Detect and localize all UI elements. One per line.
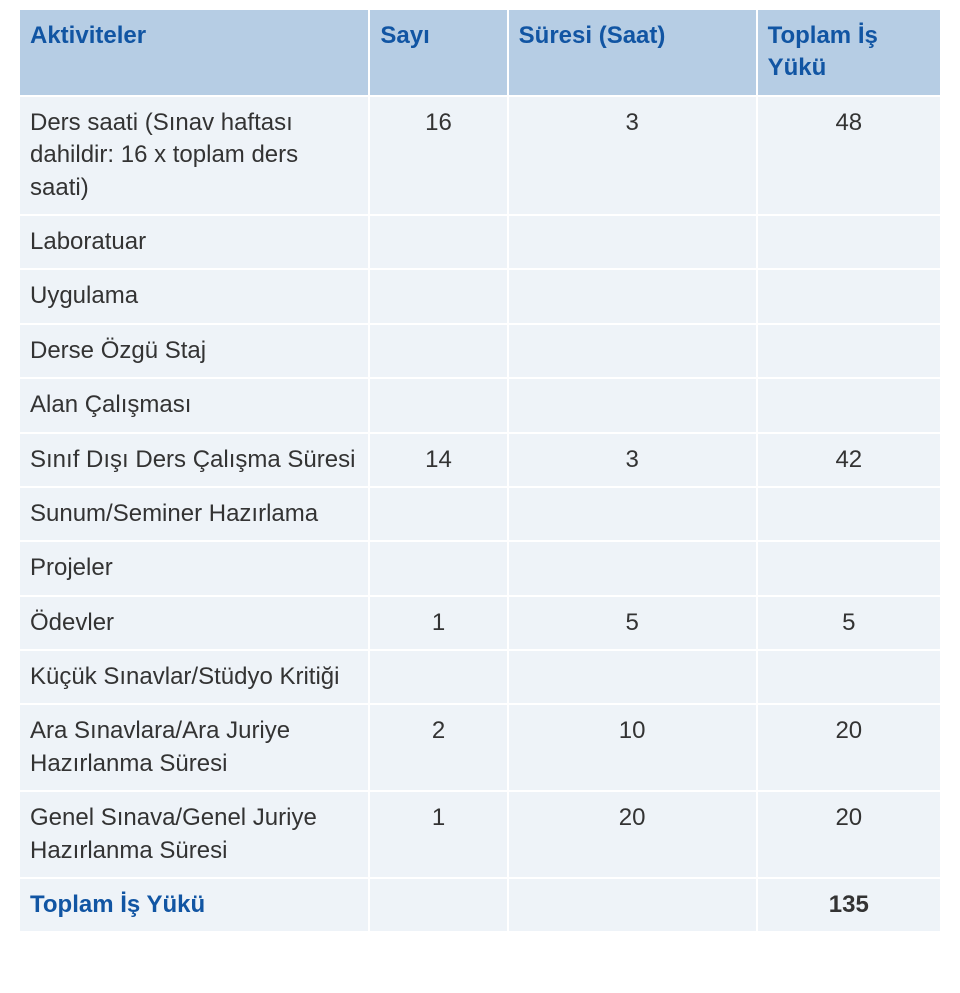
cell-total: 20 (757, 704, 941, 791)
cell-activity: Küçük Sınavlar/Stüdyo Kritiği (19, 650, 369, 704)
table-row: Sunum/Seminer Hazırlama (19, 487, 941, 541)
cell-count (369, 541, 507, 595)
page: Aktiviteler Sayı Süresi (Saat) Toplam İş… (0, 0, 960, 993)
footer-empty (508, 878, 757, 932)
table-row: Alan Çalışması (19, 378, 941, 432)
cell-total: 5 (757, 596, 941, 650)
footer-empty (369, 878, 507, 932)
cell-activity: Sunum/Seminer Hazırlama (19, 487, 369, 541)
cell-duration: 10 (508, 704, 757, 791)
table-row: Uygulama (19, 269, 941, 323)
cell-total (757, 378, 941, 432)
cell-count (369, 650, 507, 704)
cell-total: 42 (757, 433, 941, 487)
cell-activity: Laboratuar (19, 215, 369, 269)
cell-total (757, 541, 941, 595)
table-row: Laboratuar (19, 215, 941, 269)
cell-count (369, 378, 507, 432)
cell-count (369, 324, 507, 378)
workload-table: Aktiviteler Sayı Süresi (Saat) Toplam İş… (18, 8, 942, 933)
cell-activity: Uygulama (19, 269, 369, 323)
cell-activity: Ara Sınavlara/Ara Juriye Hazırlanma Süre… (19, 704, 369, 791)
cell-total: 48 (757, 96, 941, 215)
table-row: Derse Özgü Staj (19, 324, 941, 378)
cell-activity: Projeler (19, 541, 369, 595)
cell-total (757, 650, 941, 704)
table-row: Ders saati (Sınav haftası dahildir: 16 x… (19, 96, 941, 215)
footer-label: Toplam İş Yükü (19, 878, 369, 932)
cell-duration: 3 (508, 96, 757, 215)
cell-total (757, 215, 941, 269)
table-row: Sınıf Dışı Ders Çalışma Süresi 14 3 42 (19, 433, 941, 487)
cell-duration (508, 215, 757, 269)
cell-count (369, 215, 507, 269)
cell-duration: 5 (508, 596, 757, 650)
cell-activity: Alan Çalışması (19, 378, 369, 432)
cell-duration (508, 541, 757, 595)
cell-count: 1 (369, 791, 507, 878)
cell-total (757, 269, 941, 323)
cell-activity: Sınıf Dışı Ders Çalışma Süresi (19, 433, 369, 487)
table-row: Projeler (19, 541, 941, 595)
header-duration: Süresi (Saat) (508, 9, 757, 96)
table-row: Genel Sınava/Genel Juriye Hazırlanma Sür… (19, 791, 941, 878)
table-row: Ara Sınavlara/Ara Juriye Hazırlanma Süre… (19, 704, 941, 791)
cell-total (757, 324, 941, 378)
table-row: Ödevler 1 5 5 (19, 596, 941, 650)
cell-total: 20 (757, 791, 941, 878)
header-activity: Aktiviteler (19, 9, 369, 96)
cell-count (369, 269, 507, 323)
table-footer-row: Toplam İş Yükü 135 (19, 878, 941, 932)
cell-duration (508, 324, 757, 378)
cell-activity: Genel Sınava/Genel Juriye Hazırlanma Sür… (19, 791, 369, 878)
cell-total (757, 487, 941, 541)
cell-count: 16 (369, 96, 507, 215)
cell-duration (508, 269, 757, 323)
cell-count: 1 (369, 596, 507, 650)
table-row: Küçük Sınavlar/Stüdyo Kritiği (19, 650, 941, 704)
cell-count (369, 487, 507, 541)
cell-activity: Derse Özgü Staj (19, 324, 369, 378)
header-count: Sayı (369, 9, 507, 96)
cell-duration (508, 487, 757, 541)
cell-duration: 20 (508, 791, 757, 878)
cell-activity: Ödevler (19, 596, 369, 650)
cell-activity: Ders saati (Sınav haftası dahildir: 16 x… (19, 96, 369, 215)
cell-duration: 3 (508, 433, 757, 487)
cell-duration (508, 650, 757, 704)
cell-count: 14 (369, 433, 507, 487)
header-total: Toplam İş Yükü (757, 9, 941, 96)
footer-total: 135 (757, 878, 941, 932)
cell-duration (508, 378, 757, 432)
cell-count: 2 (369, 704, 507, 791)
table-header-row: Aktiviteler Sayı Süresi (Saat) Toplam İş… (19, 9, 941, 96)
